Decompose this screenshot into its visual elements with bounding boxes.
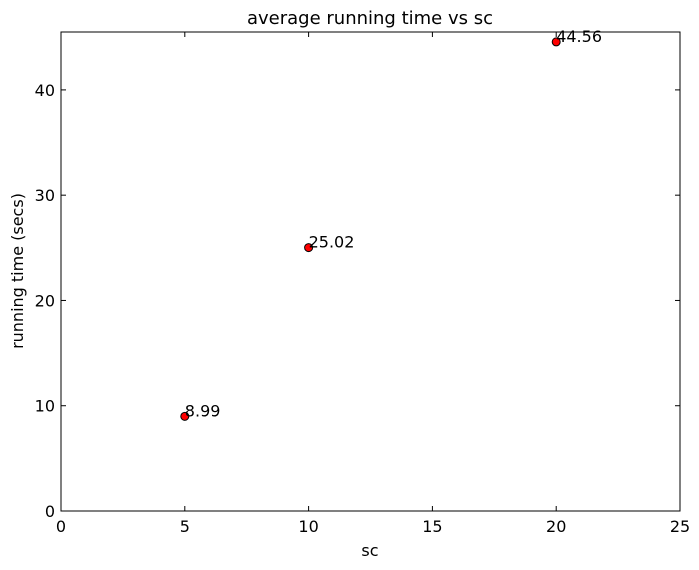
data-labels: 8.99 25.02 44.56 xyxy=(185,27,602,420)
y-tick-label: 0 xyxy=(45,502,55,521)
data-point xyxy=(551,37,561,47)
x-tick-label: 20 xyxy=(546,517,566,536)
y-tick-label: 20 xyxy=(35,291,55,310)
axes-frame xyxy=(60,31,681,512)
x-tick-label: 25 xyxy=(670,517,690,536)
data-points xyxy=(180,37,561,421)
data-label: 44.56 xyxy=(556,27,602,46)
x-tick-label: 15 xyxy=(422,517,442,536)
data-label: 8.99 xyxy=(185,401,221,420)
y-tick-label: 10 xyxy=(35,397,55,416)
chart-title: average running time vs sc xyxy=(247,8,493,29)
data-point xyxy=(304,243,314,253)
x-tick-label: 5 xyxy=(180,517,190,536)
x-tick-label: 10 xyxy=(298,517,318,536)
data-label: 25.02 xyxy=(309,233,355,252)
data-point xyxy=(180,411,190,421)
plot-area: 0 5 10 15 20 25 0 10 20 30 40 8.99 25.02 44.56 xyxy=(35,27,691,536)
y-tick-label: 40 xyxy=(35,81,55,100)
y-axis-ticks: 0 10 20 30 40 xyxy=(35,81,680,521)
x-axis-ticks: 0 5 10 15 20 25 xyxy=(56,32,690,536)
y-axis-label: running time (secs) xyxy=(8,193,27,349)
x-tick-label: 0 xyxy=(56,517,66,536)
y-tick-label: 30 xyxy=(35,186,55,205)
x-axis-label: sc xyxy=(361,541,378,560)
